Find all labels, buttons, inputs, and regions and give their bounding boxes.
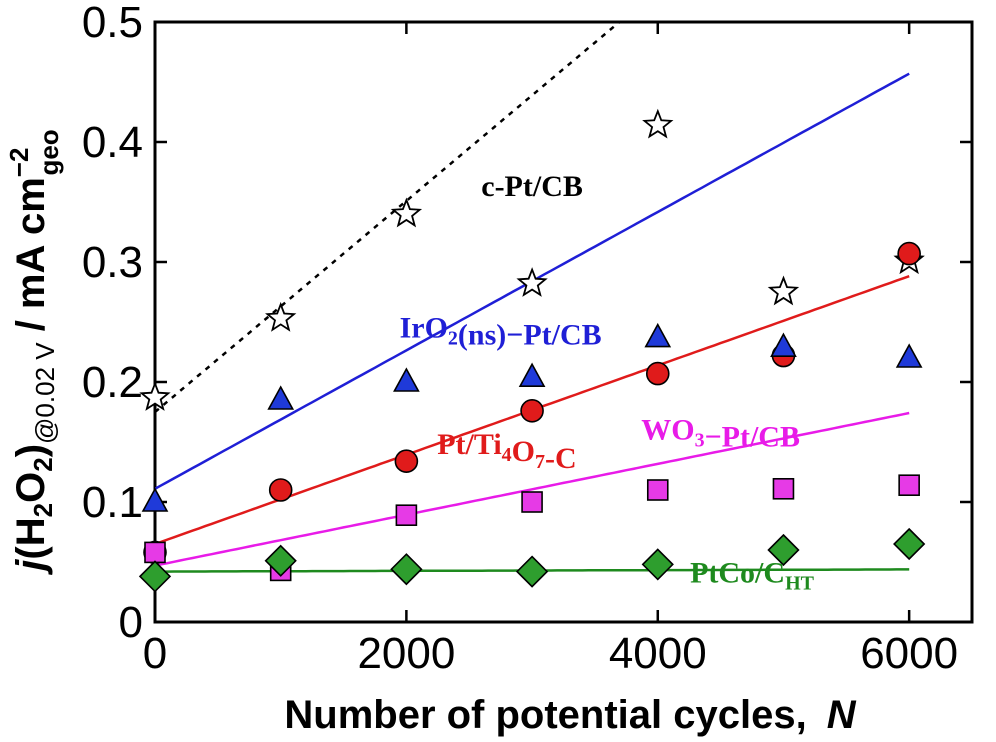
point-ti4o7 <box>268 478 293 502</box>
x-tick-label: 2000 <box>357 629 455 678</box>
series-label-cpt: c-Pt/CB <box>481 170 583 203</box>
x-tick-label: 0 <box>143 629 167 678</box>
y-tick-label: 0.3 <box>82 238 143 287</box>
series-label-ti4o7: Pt/Ti4O7-C <box>437 428 576 475</box>
point-ti4o7 <box>520 398 544 423</box>
point-ptco <box>390 553 423 586</box>
point-ptco <box>264 544 297 577</box>
y-tick-label: 0.2 <box>82 358 143 407</box>
y-tick-label: 0.1 <box>82 478 143 527</box>
point-cpt <box>139 381 171 411</box>
point-wo3 <box>395 504 418 527</box>
point-ptco <box>893 527 926 561</box>
point-wo3 <box>898 474 920 497</box>
point-ptco <box>641 548 674 581</box>
point-ti4o7 <box>897 241 921 266</box>
point-wo3 <box>521 491 543 513</box>
point-cpt <box>516 267 548 297</box>
data-markers <box>138 108 926 593</box>
point-iro2 <box>770 332 797 358</box>
y-tick-label: 0.5 <box>82 0 143 47</box>
point-ti4o7 <box>645 361 670 386</box>
point-iro2 <box>644 322 672 348</box>
y-axis-title: j(H2O2)@0.02 V / mA cm−2geo <box>4 129 64 575</box>
plot-frame <box>153 20 974 624</box>
fit-line-wo3 <box>155 411 910 567</box>
tick-labels: 0 2000 4000 6000 0 0.1 0.2 0.3 0.4 0.5 <box>82 0 958 678</box>
point-iro2 <box>141 487 169 512</box>
point-wo3 <box>772 477 795 500</box>
y-tick-label: 0 <box>119 598 143 647</box>
plot-area <box>153 20 974 624</box>
point-cpt <box>767 275 800 306</box>
point-ptco <box>138 560 172 593</box>
x-tick-label: 4000 <box>609 629 707 678</box>
point-cpt <box>642 108 674 139</box>
point-iro2 <box>393 367 420 392</box>
point-cpt <box>390 197 423 228</box>
point-iro2 <box>518 362 546 388</box>
y-tick-label: 0.4 <box>82 118 143 167</box>
point-iro2 <box>895 343 923 368</box>
point-cpt <box>265 301 297 332</box>
point-iro2 <box>267 385 295 410</box>
series-label-iro2: IrO2(ns)−Pt/CB <box>400 312 602 352</box>
x-axis-title: Number of potential cycles, N <box>284 693 856 737</box>
series-labels: c-Pt/CB IrO2(ns)−Pt/CB Pt/Ti4O7-C WO3−Pt/CB… <box>400 170 815 594</box>
series-label-ptco: PtCo/CHT <box>690 556 815 594</box>
point-ptco <box>515 555 549 588</box>
point-ptco <box>767 533 800 567</box>
point-ti4o7 <box>394 449 419 474</box>
point-wo3 <box>646 479 669 501</box>
x-tick-label: 6000 <box>860 629 958 678</box>
point-wo3 <box>144 541 166 564</box>
series-label-wo3: WO3−Pt/CB <box>641 414 800 454</box>
